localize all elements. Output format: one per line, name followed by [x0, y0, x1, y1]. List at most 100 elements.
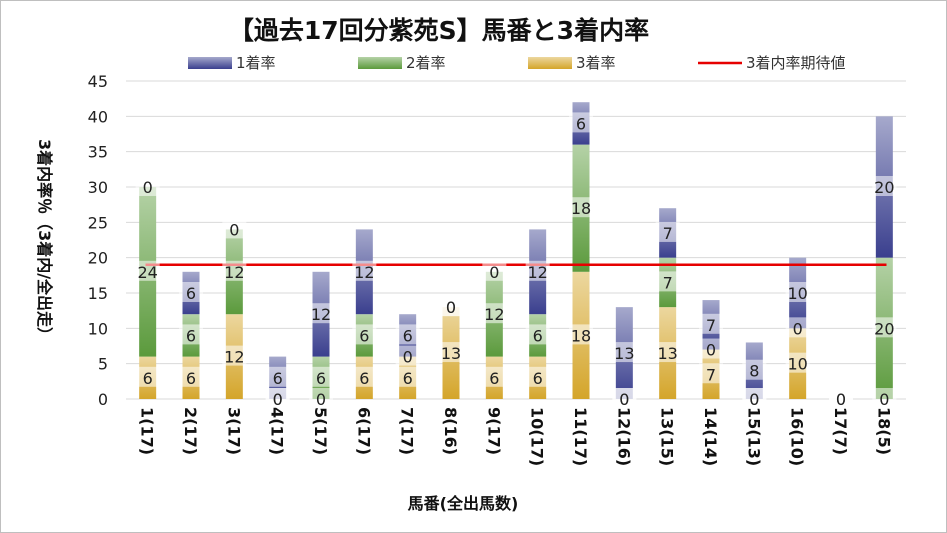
data-label: 10	[787, 355, 807, 374]
data-label-bg	[179, 366, 203, 387]
x-tick-label: 8(16)	[441, 407, 460, 455]
x-tick-label: 2(17)	[181, 407, 200, 455]
data-label: 6	[273, 369, 283, 388]
data-label: 13	[657, 344, 677, 363]
data-label: 0	[619, 390, 629, 409]
data-label: 6	[359, 326, 369, 345]
data-label: 12	[311, 305, 331, 324]
data-label-bg	[135, 176, 160, 196]
legend-label: 3着内率期待値	[746, 54, 846, 72]
data-label-bg	[655, 342, 680, 363]
data-label: 7	[706, 365, 716, 384]
data-label: 6	[186, 284, 196, 303]
data-label-bg	[699, 363, 723, 384]
data-label-bg	[179, 282, 203, 302]
data-label: 0	[229, 220, 239, 239]
data-label: 0	[879, 390, 889, 409]
data-label: 13	[614, 344, 634, 363]
legend: 1着率 2着率 3着率 3着内率期待値	[188, 54, 846, 72]
data-label: 24	[137, 263, 157, 282]
data-label: 0	[446, 298, 456, 317]
data-label: 18	[571, 326, 591, 345]
data-label: 0	[793, 319, 803, 338]
data-label-bg	[525, 324, 550, 345]
data-label: 13	[441, 344, 461, 363]
chart-title: 【過去17回分紫苑S】馬番と3着内率	[229, 16, 649, 45]
data-label-bg	[612, 342, 637, 363]
data-label: 6	[359, 369, 369, 388]
data-label: 6	[576, 114, 586, 133]
data-label: 0	[706, 341, 716, 360]
data-label-bg	[872, 388, 897, 408]
data-label-bg	[482, 260, 507, 281]
data-label-bg	[785, 352, 810, 373]
data-label-bg	[569, 112, 593, 133]
data-label-bg	[265, 388, 290, 408]
data-label: 6	[533, 326, 543, 345]
data-label: 7	[663, 224, 673, 243]
data-label: 0	[836, 390, 846, 409]
data-label-bg	[482, 366, 507, 387]
data-label-bg	[655, 271, 680, 292]
legend-swatch	[188, 57, 232, 69]
x-tick-label: 17(7)	[831, 407, 850, 455]
data-label-bg	[569, 324, 593, 345]
data-label: 12	[224, 348, 244, 367]
data-label: 6	[403, 326, 413, 345]
data-label-bg	[135, 366, 160, 387]
x-tick-label: 3(17)	[224, 407, 243, 455]
data-label: 6	[489, 369, 499, 388]
data-label: 6	[186, 369, 196, 388]
data-label: 20	[874, 319, 894, 338]
bars	[139, 102, 893, 399]
y-tick-label: 0	[98, 390, 108, 409]
data-label: 0	[489, 263, 499, 282]
y-tick-label: 15	[88, 284, 108, 303]
data-label-bg	[395, 324, 420, 345]
x-tick-label: 10(17)	[528, 407, 547, 466]
y-axis-ticks: 0 5 10 15 20 25 30 35 40 45	[88, 72, 108, 409]
y-tick-label: 20	[88, 249, 108, 268]
y-tick-label: 40	[88, 107, 108, 126]
data-label-bg	[785, 317, 810, 338]
data-label: 7	[663, 273, 673, 292]
data-label-bg	[612, 388, 637, 408]
y-tick-label: 25	[88, 213, 108, 232]
x-tick-label: 5(17)	[311, 407, 330, 455]
x-axis-label: 馬番(全出馬数)	[408, 494, 519, 513]
data-label: 6	[316, 369, 326, 388]
data-label-bg	[655, 221, 680, 242]
x-tick-label: 4(17)	[268, 407, 287, 455]
data-label-bg	[265, 366, 290, 387]
data-label-bg	[482, 303, 507, 324]
data-label: 18	[571, 199, 591, 218]
x-tick-label: 1(17)	[138, 407, 157, 455]
data-label: 6	[143, 369, 153, 388]
x-tick-label: 12(16)	[614, 407, 633, 466]
data-label: 6	[186, 326, 196, 345]
x-tick-label: 18(5)	[874, 407, 893, 455]
x-axis-ticks: 1(17) 2(17) 3(17) 4(17) 5(17) 6(17) 7(17) 8(16)…	[138, 407, 894, 466]
data-label-bg	[699, 338, 723, 359]
data-label-bg	[309, 366, 333, 387]
gridlines	[126, 80, 906, 400]
legend-swatch	[528, 57, 572, 69]
data-label: 6	[533, 369, 543, 388]
data-label-bg	[785, 282, 810, 302]
data-label-bg	[872, 176, 897, 196]
y-tick-label: 45	[88, 72, 108, 91]
data-label-bg	[525, 260, 550, 281]
y-tick-label: 10	[88, 319, 108, 338]
data-label: 0	[403, 348, 413, 367]
y-tick-label: 35	[88, 143, 108, 162]
data-label-bg	[222, 345, 247, 366]
data-label: 0	[316, 390, 326, 409]
data-label: 8	[749, 362, 759, 381]
y-axis-label: 3着内率％（3着内/全出走）	[35, 139, 54, 343]
data-label: 0	[749, 390, 759, 409]
data-label-bg	[525, 366, 550, 387]
legend-label: 2着率	[406, 54, 446, 72]
data-label-bg	[829, 388, 853, 408]
data-label-bg	[872, 317, 897, 338]
